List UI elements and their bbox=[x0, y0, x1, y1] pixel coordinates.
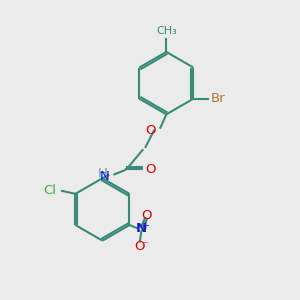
Text: N: N bbox=[136, 222, 147, 236]
Text: Cl: Cl bbox=[44, 184, 57, 197]
Text: O: O bbox=[146, 124, 156, 137]
Text: Br: Br bbox=[211, 92, 225, 105]
Text: O: O bbox=[146, 163, 156, 176]
Text: O: O bbox=[134, 240, 145, 253]
Text: CH₃: CH₃ bbox=[156, 26, 177, 36]
Text: +: + bbox=[142, 221, 149, 231]
Text: N: N bbox=[100, 170, 110, 183]
Text: O: O bbox=[141, 209, 152, 222]
Text: H: H bbox=[98, 167, 107, 180]
Text: ⁻: ⁻ bbox=[142, 240, 148, 250]
